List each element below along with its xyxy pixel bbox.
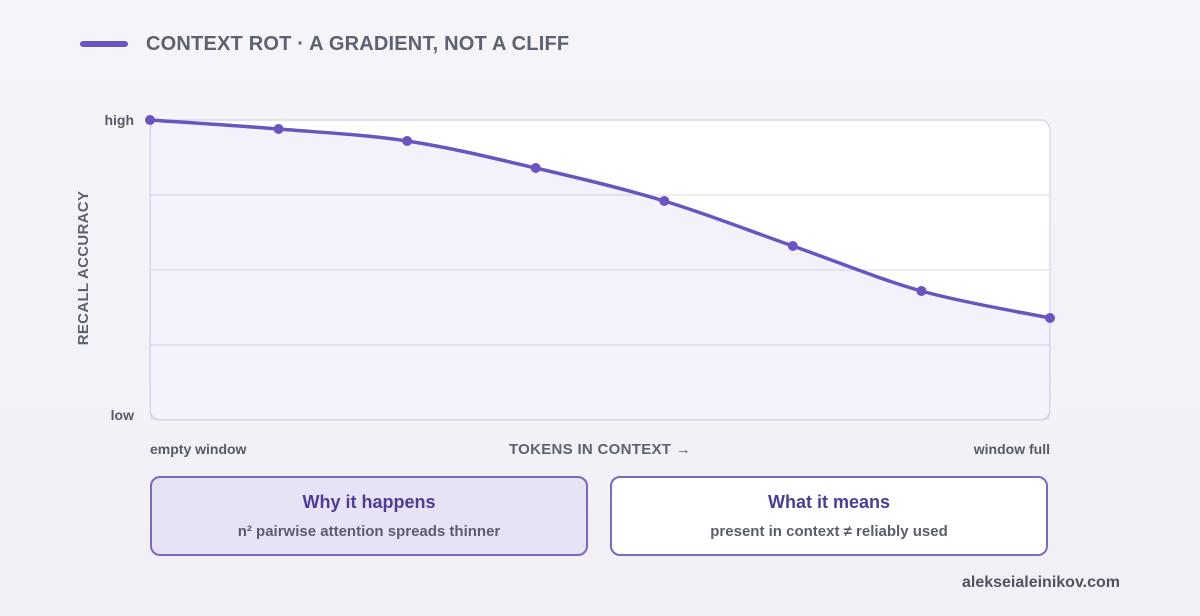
data-point <box>273 124 284 134</box>
card-body-why: n² pairwise attention spreads thinner <box>237 523 501 540</box>
series-area-fill <box>150 120 1050 420</box>
grid-lines <box>151 194 1049 346</box>
data-point <box>402 136 413 146</box>
chart-legend: CONTEXT ROT · A GRADIENT, NOT A CLIFF <box>80 30 569 58</box>
series-points <box>145 115 1055 323</box>
y-tick-label-high: high <box>104 112 134 128</box>
legend-line-swatch <box>80 41 128 47</box>
data-point <box>530 163 541 173</box>
card-title-why: Why it happens <box>302 492 436 512</box>
y-axis-title: RECALL ACCURACY <box>75 191 92 346</box>
card-what-it-means: What it means present in context ≠ relia… <box>610 476 1048 556</box>
footer-site-name: alekseialeinikov.com <box>961 574 1120 591</box>
card-title-what: What it means <box>767 492 891 512</box>
card-body-what: present in context ≠ reliably used <box>710 523 948 540</box>
data-point <box>145 115 155 125</box>
x-axis-title: TOKENS IN CONTEXT → <box>509 441 691 458</box>
card-why-it-happens: Why it happens n² pairwise attention spr… <box>150 476 588 556</box>
y-tick-label-low: low <box>111 407 134 423</box>
data-point <box>787 241 798 251</box>
x-tick-label-start: empty window <box>150 441 247 457</box>
x-tick-label-end: window full <box>973 441 1050 457</box>
data-point <box>1045 313 1055 323</box>
series-line <box>148 118 1052 320</box>
data-point <box>916 286 927 296</box>
chart-canvas: high low RECALL ACCURACY empty window TO… <box>75 112 1055 458</box>
chart-title: CONTEXT ROT · A GRADIENT, NOT A CLIFF <box>146 32 570 55</box>
data-point <box>659 196 670 206</box>
